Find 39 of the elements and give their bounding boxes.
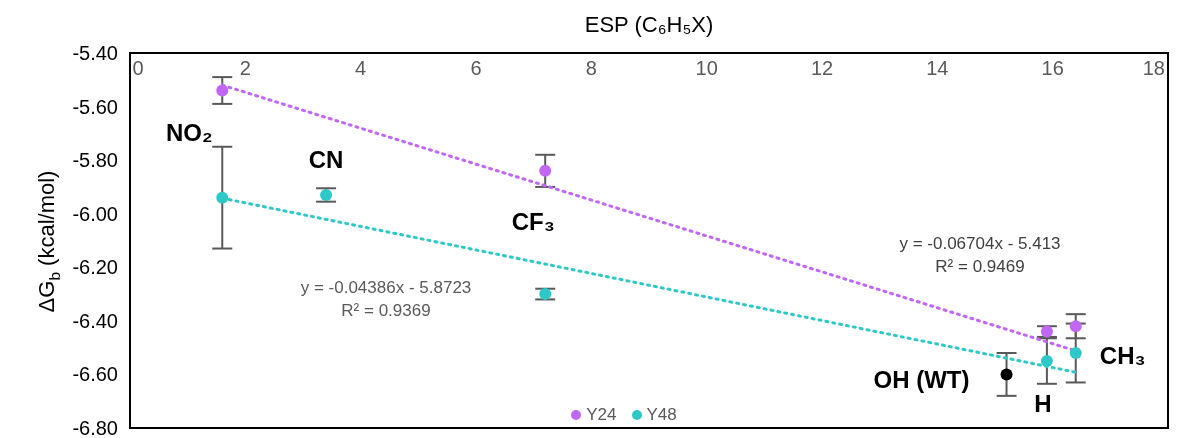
legend-label: Y24 [585, 405, 617, 425]
x-tick-label: 12 [810, 57, 834, 79]
y-tick-label: -5.40 [72, 42, 118, 64]
legend-label: Y48 [645, 405, 677, 425]
x-tick-label: 14 [926, 57, 949, 79]
point [1040, 325, 1053, 338]
y-tick-label: -6.40 [72, 309, 118, 332]
point [1000, 368, 1013, 381]
annotation: CF₃ [511, 207, 555, 235]
point [539, 288, 552, 301]
annotation: y = -0.06704x - 5.413 R² = 0.9469 [898, 233, 1062, 278]
point [539, 164, 552, 177]
annotation: H [1034, 389, 1052, 417]
x-tick-label: 18 [1142, 57, 1165, 79]
annotation: y = -0.04386x - 5.8723 R² = 0.9369 [299, 277, 473, 322]
y-tick-label: -5.60 [72, 95, 118, 118]
x-tick-label: 10 [695, 57, 718, 79]
y-tick-label: -5.80 [72, 149, 118, 172]
x-tick-label: 4 [355, 57, 367, 79]
x-tick-label: 8 [585, 57, 597, 79]
annotation: CN [308, 145, 344, 173]
point [1069, 320, 1082, 333]
x-tick-label: 16 [1041, 57, 1064, 79]
point [1069, 347, 1082, 359]
annotation: NO₂ [165, 118, 213, 146]
y-tick-label: -6.80 [72, 417, 118, 438]
point [216, 191, 229, 204]
y-tick-label: -6.00 [72, 202, 118, 225]
x-tick-label: 0 [132, 57, 144, 79]
point [216, 84, 229, 97]
y-tick-label: -6.60 [72, 363, 118, 386]
point [1040, 355, 1053, 368]
x-tick-label: 6 [470, 57, 482, 79]
annotation: CH₃ [1099, 341, 1146, 369]
x-axis-title: ESP (C₆H₅X) [584, 12, 714, 37]
point [320, 188, 333, 201]
y-tick-label: -6.20 [72, 256, 118, 279]
annotation: OH (WT) [873, 365, 970, 393]
x-tick-label: 2 [239, 57, 251, 79]
